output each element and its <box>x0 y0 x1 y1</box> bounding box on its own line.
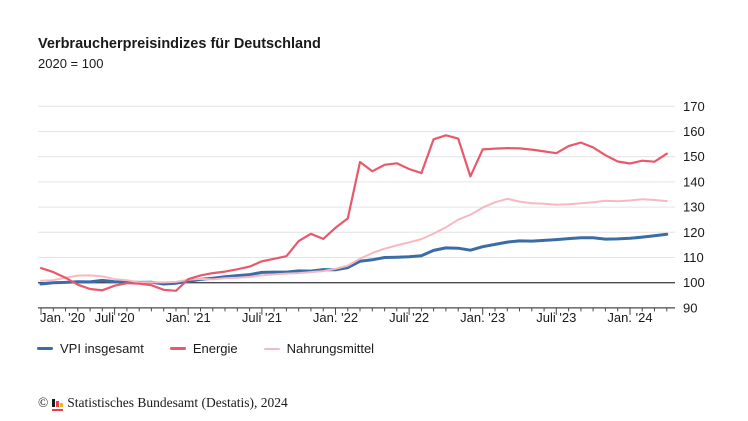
x-tick-label-juli-21: Juli '21 <box>242 310 282 325</box>
y-tick-label-170: 170 <box>683 99 705 114</box>
copyright-symbol: © <box>38 395 49 410</box>
x-tick-label-jan-21: Jan. '21 <box>166 310 211 325</box>
logo-bar-black <box>52 398 56 407</box>
legend-swatch-vpi-insgesamt <box>37 347 53 350</box>
legend-item-nahrungsmittel: Nahrungsmittel <box>263 341 375 356</box>
legend-label: Energie <box>192 341 238 356</box>
legend-label: VPI insgesamt <box>60 341 144 356</box>
x-tick-label-jan-20: Jan. '20 <box>40 310 85 325</box>
x-tick-label-juli-23: Juli '23 <box>536 310 576 325</box>
y-tick-label-140: 140 <box>683 174 705 189</box>
chart-legend: VPI insgesamt Energie Nahrungsmittel <box>37 341 374 356</box>
x-tick-label-jan-22: Jan. '22 <box>313 310 358 325</box>
x-tick-label-juli-20: Juli '20 <box>95 310 135 325</box>
source-text: Statistisches Bundesamt (Destatis), 2024 <box>67 395 288 410</box>
series-line-vpi-insgesamt <box>39 232 669 286</box>
legend-label: Nahrungsmittel <box>286 341 375 356</box>
y-tick-label-110: 110 <box>683 250 704 265</box>
series-line-nahrungsmittel <box>40 197 668 284</box>
legend-swatch-nahrungsmittel <box>263 347 280 350</box>
x-tick-label-juli-22: Juli '22 <box>389 310 429 325</box>
logo-bar-gold <box>60 402 64 407</box>
y-tick-label-150: 150 <box>683 149 705 164</box>
legend-item-energie: Energie <box>169 341 238 356</box>
logo-bar-red <box>56 400 60 407</box>
source-footer: © Statistisches Bundesamt (Destatis), 20… <box>38 395 288 411</box>
y-tick-label-120: 120 <box>683 225 705 240</box>
y-tick-label-160: 160 <box>683 124 705 139</box>
legend-item-vpi-insgesamt: VPI insgesamt <box>37 341 144 356</box>
chart-subtitle: 2020 = 100 <box>38 56 104 71</box>
chart-title: Verbraucherpreisindizes für Deutschland <box>38 36 321 52</box>
x-tick-label-jan-23: Jan. '23 <box>460 310 505 325</box>
x-tick-label-jan-24: Jan. '24 <box>607 310 652 325</box>
legend-swatch-energie <box>169 347 186 350</box>
series-line-energie <box>39 134 668 292</box>
y-tick-label-100: 100 <box>683 275 705 290</box>
y-tick-label-90: 90 <box>683 300 697 315</box>
y-tick-label-130: 130 <box>683 200 705 215</box>
destatis-logo-icon <box>52 396 64 411</box>
